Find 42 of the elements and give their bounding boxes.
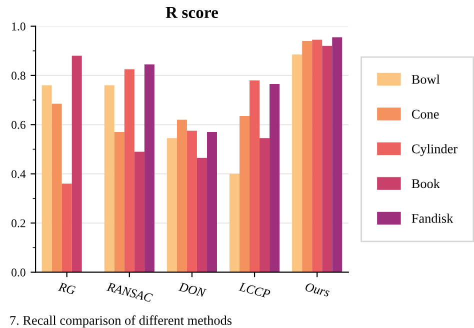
bar: [230, 174, 240, 272]
bar: [312, 40, 322, 272]
legend-label: Bowl: [412, 74, 440, 84]
y-tick-label: 0.4: [12, 170, 26, 178]
bar: [62, 184, 72, 272]
y-tick-label: 0.8: [12, 72, 26, 80]
bar: [302, 41, 312, 272]
chart-title: R score: [166, 6, 218, 18]
y-tick-label: 0.6: [12, 120, 26, 129]
bar: [240, 116, 250, 272]
legend-label: Book: [412, 178, 440, 188]
bar: [196, 158, 207, 272]
x-tick-label: Ours: [304, 282, 330, 297]
bar: [332, 37, 342, 272]
legend-label: Fandisk: [412, 214, 454, 223]
legend-label: Cone: [412, 110, 439, 119]
y-tick-label: 0.2: [12, 219, 26, 228]
bar: [186, 130, 197, 272]
bar: [206, 132, 217, 272]
y-tick-label: 0.0: [12, 268, 26, 277]
bar: [114, 132, 124, 272]
bar: [124, 69, 134, 272]
bar: [292, 54, 302, 272]
x-tick-label: RG: [58, 282, 76, 295]
y-tick-label: 1.0: [12, 22, 26, 31]
x-tick-label: RANSAC: [106, 282, 154, 302]
bar: [144, 64, 154, 272]
x-tick-label: LCCP: [238, 282, 271, 298]
bar: [270, 84, 280, 272]
bar: [42, 85, 52, 272]
bar: [322, 46, 332, 272]
bar: [104, 85, 114, 272]
bar: [166, 138, 177, 272]
bar: [52, 104, 62, 272]
legend-label: Cylinder: [412, 144, 458, 156]
bar: [134, 152, 144, 272]
text: 7. Recall comparison of different methods: [10, 315, 232, 328]
bar: [260, 138, 270, 272]
bar: [250, 80, 260, 272]
bar: [72, 56, 82, 272]
x-tick-label: DON: [178, 282, 207, 298]
bar: [176, 120, 187, 272]
